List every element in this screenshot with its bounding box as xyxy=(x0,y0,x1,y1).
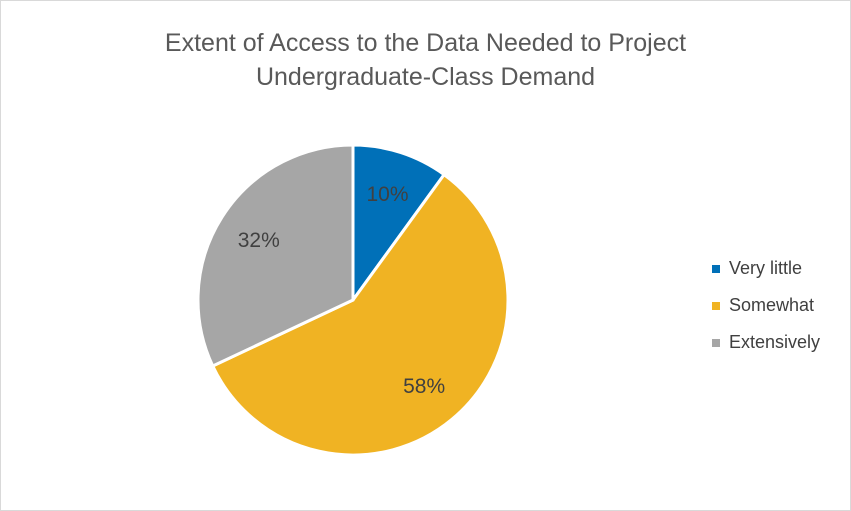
legend-label-somewhat: Somewhat xyxy=(729,295,815,315)
pie-slice-somewhat xyxy=(210,172,510,457)
legend-item-very-little: Very little xyxy=(712,250,820,287)
data-label-somewhat: 58% xyxy=(403,375,445,398)
legend-swatch-very-little xyxy=(712,264,720,273)
chart-title-line-1: Extent of Access to the Data Needed to P… xyxy=(164,29,687,57)
chart-title-line-2: Undergraduate-Class Demand xyxy=(255,63,596,91)
legend-label-extensively: Extensively xyxy=(729,332,821,352)
legend-label-very-little: Very little xyxy=(729,258,803,278)
pie-slice-very-little xyxy=(351,143,447,305)
pie-slice-extensively xyxy=(196,143,355,368)
chart-title: Extent of Access to the Data Needed to P… xyxy=(0,26,851,94)
data-label-extensively: 32% xyxy=(238,229,280,252)
legend-item-somewhat: Somewhat xyxy=(712,287,820,324)
legend-item-extensively: Extensively xyxy=(712,324,820,361)
data-label-very-little: 10% xyxy=(366,183,408,206)
legend-swatch-extensively xyxy=(712,338,720,347)
pie-slices xyxy=(196,143,510,457)
legend: Very little Somewhat Extensively xyxy=(712,250,820,361)
pie-data-labels: 10% 58% 32% xyxy=(238,183,445,398)
legend-swatch-somewhat xyxy=(712,301,720,310)
